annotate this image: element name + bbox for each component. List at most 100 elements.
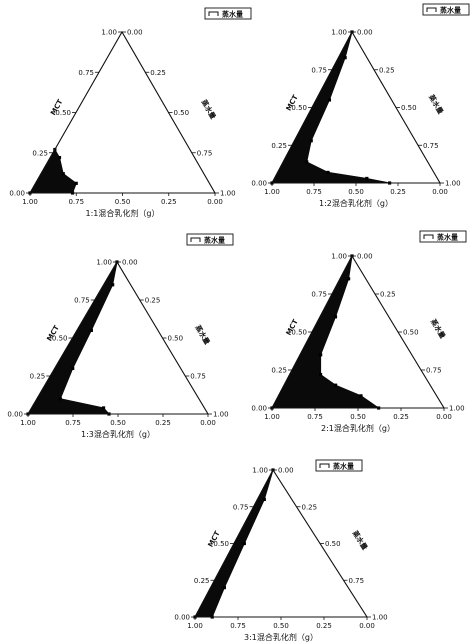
tick-label-left: 0.75 (74, 297, 90, 305)
legend-swatch (426, 7, 437, 12)
tick-label-left: 0.50 (291, 104, 307, 112)
boundary-point (242, 541, 246, 546)
legend-label: 蒸水量 (440, 6, 461, 15)
legend-label: 蒸水量 (222, 10, 243, 19)
tick-label-left: 1.00 (331, 253, 347, 261)
tick-label-bottom: 1.00 (264, 188, 280, 196)
tick-label-right: 0.25 (379, 66, 395, 74)
tick-label-left: 1.00 (96, 259, 112, 267)
boundary-point (334, 383, 338, 387)
tick-label-right: 0.75 (190, 373, 206, 381)
tick-label-right: 1.00 (445, 180, 461, 188)
boundary-point (359, 394, 363, 398)
tick-label-left: 0.00 (251, 405, 267, 413)
tick-label-left: 0.25 (271, 142, 287, 150)
tick-label-left: 0.75 (311, 291, 327, 299)
boundary-point (365, 176, 369, 181)
boundary-point (309, 139, 313, 143)
tick-label-bottom: 0.25 (155, 419, 171, 427)
boundary-point (61, 172, 65, 176)
tick-label-right: 0.50 (174, 109, 190, 117)
tick-label-left: 1.00 (101, 29, 117, 37)
boundary-point (101, 406, 106, 410)
right-axis-title: 蒸水量 (429, 317, 448, 340)
boundary-point (222, 586, 226, 590)
x-axis-title: 1:3混合乳化剂（g） (81, 429, 155, 439)
legend-box (186, 233, 234, 246)
tick-label-left: 0.75 (78, 69, 94, 77)
x-axis-title: 3:1混合乳化剂（g） (244, 632, 318, 642)
tick-label-right: 0.50 (325, 540, 341, 548)
legend-box (419, 230, 467, 243)
emulsion-region (271, 255, 381, 409)
boundary-point (74, 181, 78, 185)
tick-label-right: 0.75 (349, 577, 365, 585)
ternary-panel-4: 0.00 0.25 0.50 0.75 1.00 1.00 0.75 0.50 0.25 0.00… (251, 230, 467, 433)
right-axis-title: 蒸水量 (200, 98, 218, 121)
tick-label-right: 0.75 (426, 367, 442, 375)
boundary-point (58, 397, 62, 401)
tick-label-left: 1.00 (252, 467, 268, 475)
tick-label-right: 0.75 (423, 142, 439, 150)
x-axis-title: 1:2混合乳化剂（g） (319, 198, 393, 208)
tick-label-left: 0.50 (55, 109, 71, 117)
tick-label-right: 1.00 (372, 614, 388, 622)
legend-label: 蒸水量 (333, 462, 354, 471)
tick-label-bottom: 0.25 (393, 413, 409, 421)
legend-swatch (423, 234, 434, 239)
legend-swatch (208, 11, 219, 16)
tick-label-right: 0.75 (197, 149, 213, 157)
tick-label-right: 0.00 (357, 29, 373, 37)
tick-label-bottom: 0.25 (161, 198, 177, 206)
legend-box (315, 459, 363, 472)
boundary-point (305, 160, 309, 164)
tick-label-right: 0.25 (302, 503, 318, 511)
ternary-panel-5: 0.00 0.25 0.50 0.75 1.00 1.00 0.75 0.50 0.25 0.00… (174, 459, 388, 642)
tick-label-right: 0.25 (380, 291, 396, 299)
tick-label-bottom: 0.00 (432, 188, 448, 196)
boundary-point (326, 170, 330, 175)
tick-label-bottom: 0.50 (273, 622, 289, 630)
tick-label-bottom: 1.00 (22, 198, 38, 206)
tick-label-left: 0.25 (32, 149, 48, 157)
boundary-point (262, 497, 266, 501)
tick-label-right: 1.00 (449, 405, 465, 413)
tick-label-right: 0.50 (403, 329, 419, 337)
tick-label-right: 0.00 (278, 467, 294, 475)
tick-label-bottom: 1.00 (264, 413, 280, 421)
boundary-point (111, 283, 115, 287)
legend-box (422, 3, 470, 16)
tick-label-left: 0.00 (251, 180, 267, 188)
legend-label: 蒸水量 (437, 233, 458, 242)
ternary-panel-1: 0.00 0.25 0.50 0.75 1.00 1.00 0.75 0.50 0.25 0.00… (9, 7, 252, 218)
tick-label-bottom: 0.00 (359, 622, 375, 630)
tick-label-right: 0.00 (127, 29, 143, 37)
tick-label-left: 0.50 (291, 329, 307, 337)
tick-label-bottom: 0.75 (68, 198, 84, 206)
tick-label-bottom: 0.75 (306, 188, 322, 196)
tick-label-bottom: 0.00 (436, 413, 452, 421)
boundary-point (343, 56, 347, 60)
boundary-point (71, 366, 75, 370)
boundary-point (89, 328, 93, 332)
tick-label-right: 0.50 (168, 335, 184, 343)
legend-swatch (319, 463, 330, 468)
tick-label-left: 0.50 (52, 335, 68, 343)
boundary-point (333, 315, 338, 319)
right-axis-title: 蒸水量 (427, 93, 445, 116)
tick-label-right: 0.25 (145, 297, 161, 305)
tick-label-right: 1.00 (220, 190, 236, 198)
tick-label-bottom: 1.00 (187, 622, 203, 630)
tick-label-right: 0.50 (401, 104, 417, 112)
tick-label-right: 0.00 (357, 253, 373, 261)
tick-label-right: 0.25 (150, 69, 166, 77)
tick-label-left: 1.00 (331, 29, 347, 37)
tick-label-left: 0.75 (311, 66, 327, 74)
tick-label-left: 0.75 (233, 503, 249, 511)
legend-box (204, 7, 252, 20)
tick-label-bottom: 0.75 (307, 413, 323, 421)
legend-swatch (190, 237, 201, 242)
tick-label-left: 0.25 (30, 373, 46, 381)
tick-label-bottom: 0.50 (350, 413, 366, 421)
boundary-point (347, 277, 351, 281)
